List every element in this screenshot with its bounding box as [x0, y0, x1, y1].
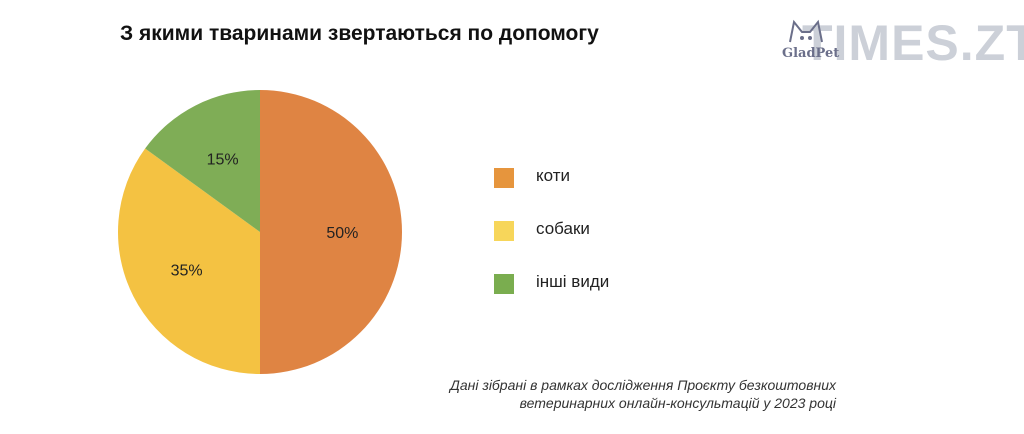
legend-label: собаки [536, 219, 590, 238]
pie-slice [145, 90, 260, 232]
source-note-line: ветеринарних онлайн-консультацій у 2023 … [519, 395, 836, 411]
cat-dog-logo-icon [789, 19, 823, 43]
source-note-line: Дані зібрані в рамках дослідження Проєкт… [449, 377, 836, 393]
legend-swatch [494, 221, 514, 241]
legend-swatch [494, 274, 514, 294]
chart-title: З якими тваринами звертаються по допомог… [120, 22, 599, 45]
pie-chart: 50% 35% 15% [118, 90, 402, 374]
legend-label: коти [536, 166, 570, 185]
logo: TIMES.ZT GladPet [774, 12, 1024, 74]
slice-label: 50% [326, 225, 358, 242]
legend-label: інші види [536, 272, 610, 291]
pie-slice [260, 90, 402, 374]
slice-label: 35% [171, 262, 203, 279]
brand-name: GladPet [782, 46, 840, 61]
source-note: Дані зібрані в рамках дослідження Проєкт… [450, 376, 836, 412]
legend-swatch [494, 168, 514, 188]
pie-slice [118, 148, 260, 374]
slice-label: 15% [207, 152, 239, 169]
site-watermark: TIMES.ZT [802, 15, 1024, 71]
